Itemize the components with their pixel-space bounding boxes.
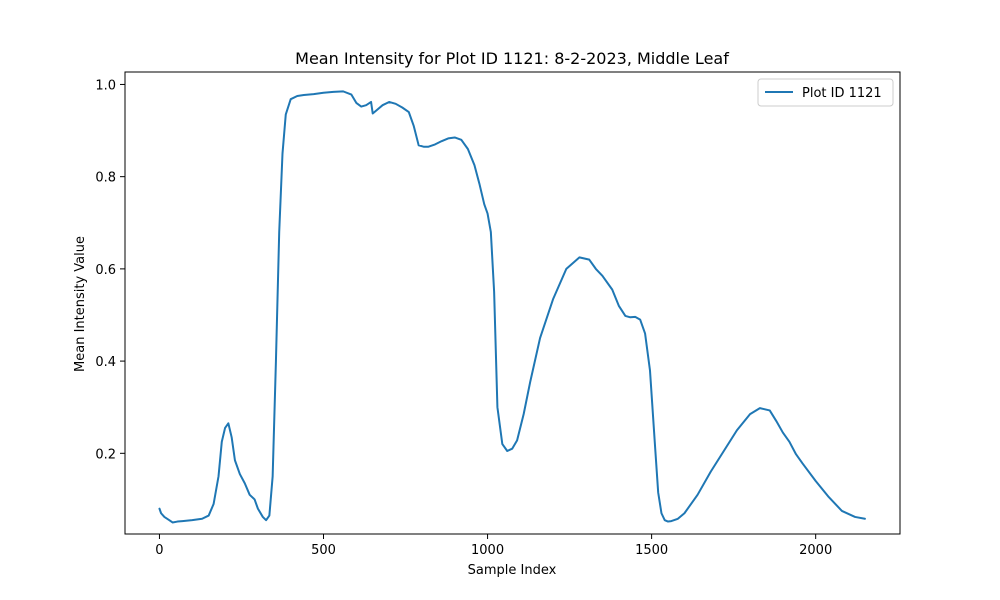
axes-frame [124,71,901,535]
y-axis-label: Mean Intensity Value [73,236,88,372]
y-tick-label: 1.0 [95,78,116,93]
y-axis: 0.2 0.4 0.6 0.8 1.0 [95,78,125,462]
chart-title: Mean Intensity for Plot ID 1121: 8-2-202… [295,49,729,68]
y-tick-label: 0.2 [95,447,116,462]
x-tick-label: 1500 [635,543,668,558]
legend-box [757,78,894,107]
legend-label: Plot ID 1121 [802,86,882,101]
y-tick-label: 0.6 [95,263,116,278]
legend: Plot ID 1121 [757,78,894,107]
y-tick-label: 0.4 [95,355,116,370]
x-tick-label: 500 [311,543,336,558]
series-line-0 [158,90,866,524]
x-axis: 0 500 1000 1500 2000 [155,534,832,558]
x-tick-label: 2000 [799,543,832,558]
x-axis-label: Sample Index [468,563,557,578]
x-tick-label: 1000 [471,543,504,558]
plot-area [124,71,901,535]
y-tick-label: 0.8 [95,171,116,186]
x-tick-label: 0 [155,543,163,558]
